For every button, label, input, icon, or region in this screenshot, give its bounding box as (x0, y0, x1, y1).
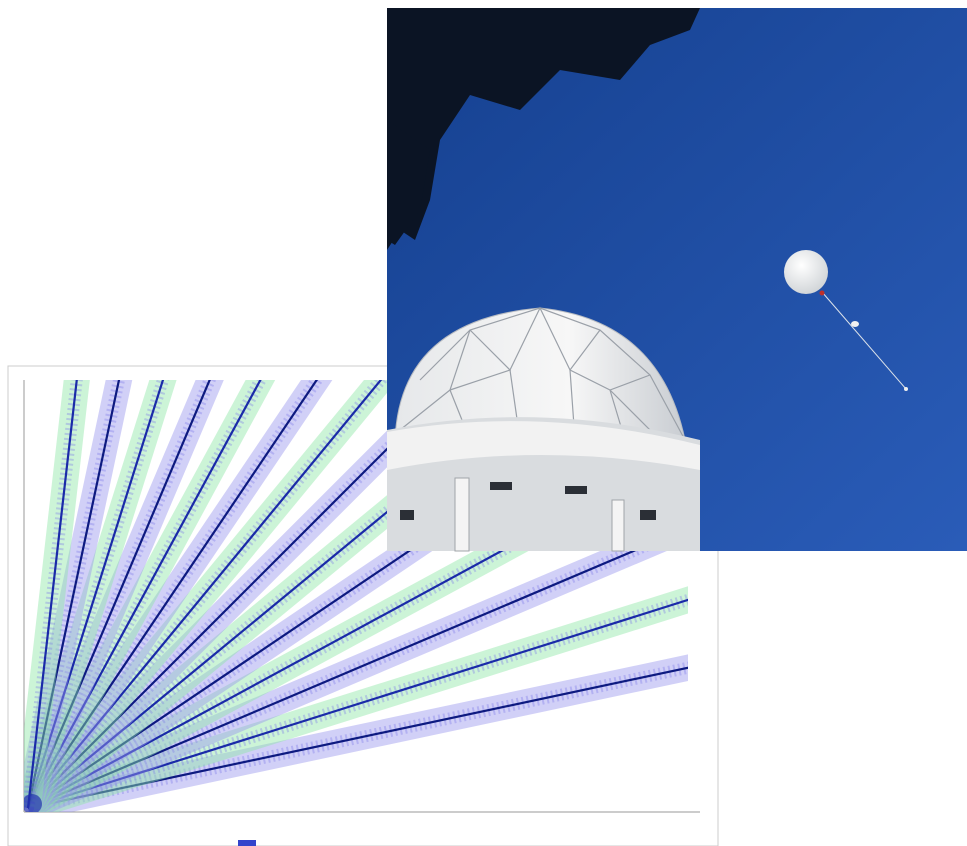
fan-line (26, 380, 121, 809)
balloon-knot (819, 290, 825, 296)
balloon (784, 250, 828, 294)
fan-line (27, 380, 262, 809)
radar-dome (387, 306, 700, 552)
leaves (387, 8, 700, 250)
legend-swatch (238, 840, 256, 846)
fan-line (27, 598, 688, 810)
sonde (904, 387, 908, 391)
fan-line (26, 380, 165, 809)
fan-line (27, 380, 319, 809)
origin-cluster (24, 794, 42, 812)
balloon-string (821, 291, 907, 390)
fan-line (27, 380, 383, 809)
parachute (851, 321, 859, 327)
fan-line (26, 380, 211, 809)
fan-line (27, 526, 688, 810)
photo (387, 8, 967, 552)
fan-line (26, 380, 78, 809)
fan-line (27, 666, 688, 810)
